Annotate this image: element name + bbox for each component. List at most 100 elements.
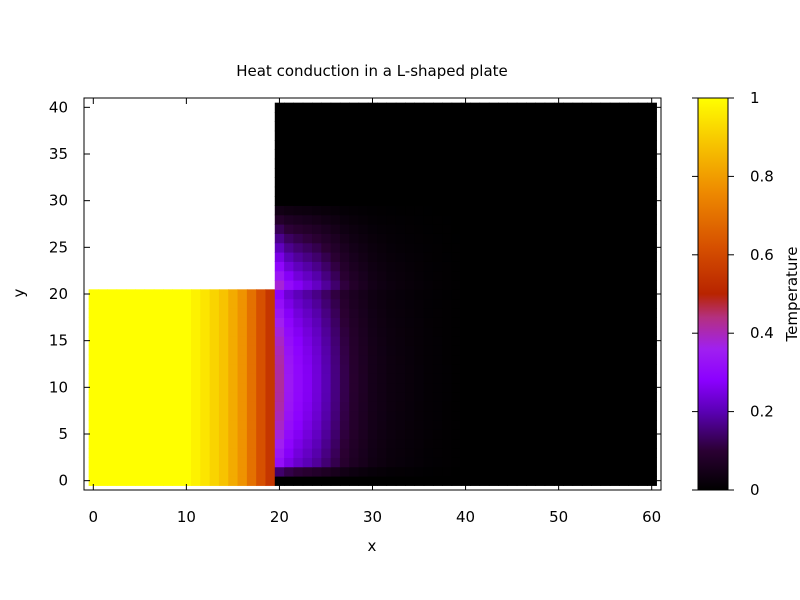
heatmap-cell (339, 130, 350, 141)
heatmap-cell (442, 298, 453, 309)
heatmap-cell (647, 140, 657, 150)
heatmap-cell (358, 345, 369, 356)
heatmap-cell (470, 317, 481, 328)
heatmap-cell (302, 252, 313, 262)
heatmap-cell (135, 429, 146, 440)
heatmap-cell (423, 410, 434, 421)
heatmap-cell (600, 354, 611, 365)
heatmap-cell (442, 317, 453, 328)
heatmap-cell (135, 289, 146, 300)
heatmap-cell (581, 214, 592, 225)
heatmap-cell (274, 326, 285, 337)
heatmap-cell (209, 401, 220, 412)
heatmap-cell (628, 298, 639, 309)
heatmap-cell (498, 476, 509, 486)
heatmap-cell (265, 457, 276, 468)
heatmap-cell (442, 233, 453, 244)
heatmap-cell (349, 252, 360, 262)
heatmap-cell (432, 317, 443, 328)
heatmap-cell (339, 168, 350, 178)
heatmap-cell (460, 438, 471, 449)
heatmap-cell (553, 140, 564, 150)
heatmap-cell (423, 224, 434, 234)
heatmap-cell (488, 438, 499, 449)
heatmap-cell (637, 205, 648, 216)
heatmap-cell (647, 196, 657, 206)
heatmap-cell (535, 140, 546, 150)
heatmap-cell (386, 196, 397, 206)
heatmap-cell (637, 326, 648, 337)
heatmap-cell (470, 233, 481, 244)
heatmap-cell (367, 401, 378, 412)
y-tick-label: 35 (49, 145, 68, 163)
heatmap-cell (526, 158, 536, 169)
heatmap-cell (395, 214, 406, 225)
heatmap-cell (107, 476, 118, 486)
heatmap-cell (367, 214, 378, 225)
heatmap-cell (312, 382, 322, 393)
heatmap-cell (228, 298, 239, 309)
heatmap-cell (97, 420, 108, 430)
heatmap-cell (470, 177, 481, 188)
heatmap-cell (107, 420, 118, 430)
heatmap-cell (228, 317, 239, 328)
heatmap-cell (414, 429, 425, 440)
heatmap-cell (591, 280, 602, 290)
heatmap-cell (609, 224, 620, 234)
heatmap-cell (442, 448, 453, 458)
heatmap-cell (349, 186, 360, 197)
heatmap-cell (405, 345, 415, 356)
heatmap-cell (460, 373, 471, 384)
heatmap-cell (591, 242, 602, 253)
heatmap-cell (451, 224, 462, 234)
heatmap-cell (358, 280, 369, 290)
heatmap-cell (637, 233, 648, 244)
heatmap-cell (144, 354, 155, 365)
heatmap-cell (498, 168, 509, 178)
heatmap-cell (349, 298, 360, 309)
heatmap-cell (349, 112, 360, 122)
heatmap-cell (516, 326, 527, 337)
heatmap-cell (97, 476, 108, 486)
heatmap-cell (405, 130, 415, 141)
heatmap-cell (144, 457, 155, 468)
heatmap-cell (88, 317, 99, 328)
heatmap-cell (628, 354, 639, 365)
heatmap-cell (153, 373, 164, 384)
heatmap-cell (460, 401, 471, 412)
heatmap-cell (619, 298, 630, 309)
heatmap-cell (228, 438, 239, 449)
heatmap-cell (349, 177, 360, 188)
heatmap-cell (516, 289, 527, 300)
heatmap-cell (442, 130, 453, 141)
heatmap-cell (274, 130, 285, 141)
heatmap-cell (274, 186, 285, 197)
heatmap-cell (256, 410, 267, 421)
heatmap-cell (423, 289, 434, 300)
heatmap-cell (432, 177, 443, 188)
heatmap-cell (395, 121, 406, 132)
heatmap-cell (460, 392, 471, 402)
heatmap-cell (349, 345, 360, 356)
heatmap-cell (386, 466, 397, 477)
heatmap-cell (619, 448, 630, 458)
heatmap-cell (293, 149, 304, 160)
heatmap-cell (423, 149, 434, 160)
heatmap-cell (535, 186, 546, 197)
heatmap-cell (637, 317, 648, 328)
heatmap-cell (498, 308, 509, 318)
heatmap-cell (228, 401, 239, 412)
heatmap-cell (116, 373, 127, 384)
heatmap-cell (535, 177, 546, 188)
heatmap-cell (228, 373, 239, 384)
heatmap-cell (153, 326, 164, 337)
heatmap-cell (386, 242, 397, 253)
heatmap-cell (330, 196, 341, 206)
heatmap-cell (647, 186, 657, 197)
heatmap-cell (163, 317, 174, 328)
heatmap-cell (470, 410, 481, 421)
heatmap-cell (637, 410, 648, 421)
heatmap-cell (451, 373, 462, 384)
heatmap-cell (125, 289, 136, 300)
heatmap-cell (526, 466, 536, 477)
